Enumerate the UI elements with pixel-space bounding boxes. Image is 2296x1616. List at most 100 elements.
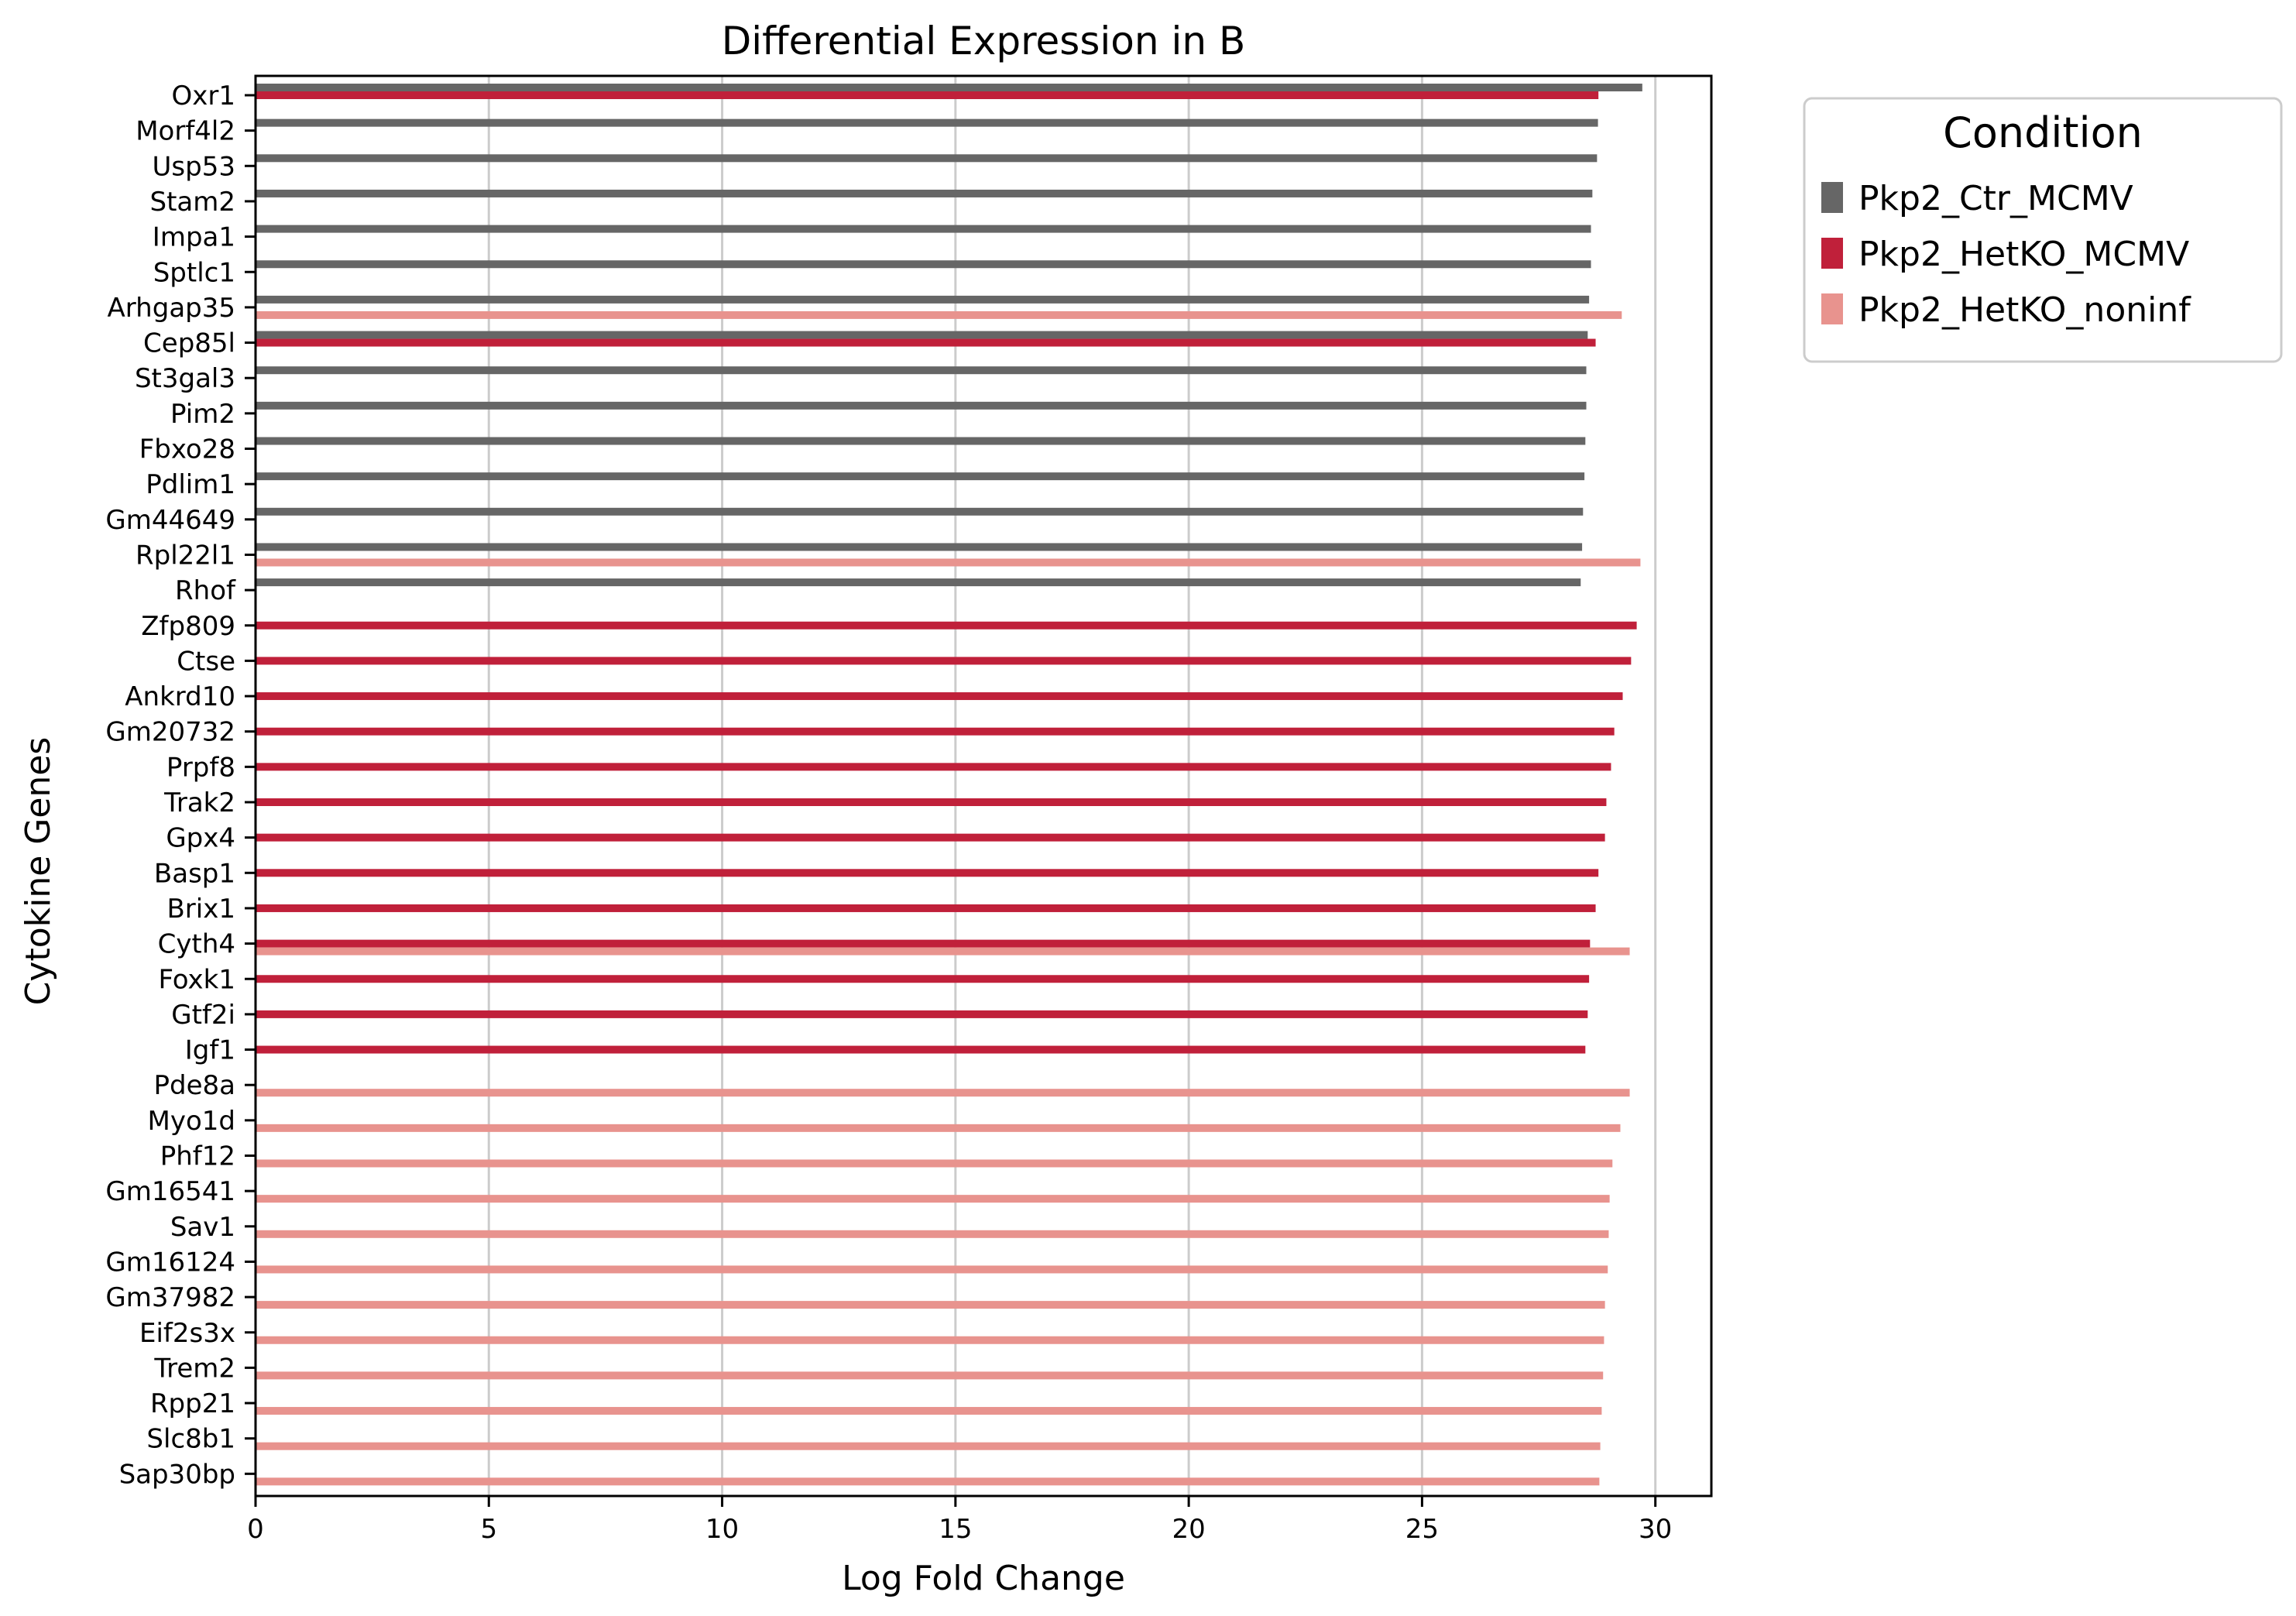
- plot-frame: [254, 74, 1713, 1498]
- bar: [256, 366, 1587, 375]
- bar: [256, 578, 1581, 587]
- bar: [256, 1265, 1608, 1274]
- bar: [256, 154, 1598, 163]
- y-tick-label: Sptlc1: [153, 257, 235, 288]
- y-tick-label: Basp1: [154, 858, 235, 889]
- y-tick-label: Rhof: [175, 575, 236, 606]
- legend-swatch: [1821, 238, 1843, 269]
- y-tick-label: Sav1: [170, 1212, 235, 1243]
- legend-swatch: [1821, 293, 1843, 324]
- y-tick-label: Cyth4: [158, 929, 235, 960]
- legend-swatch: [1821, 182, 1843, 213]
- bar: [256, 331, 1588, 339]
- bar: [256, 91, 1599, 99]
- bar: [256, 904, 1596, 912]
- bar: [256, 543, 1583, 551]
- bar: [256, 727, 1615, 736]
- bar: [256, 84, 1642, 91]
- y-tick-label: Ctse: [177, 646, 235, 677]
- y-tick-label: Cep85l: [143, 328, 235, 359]
- bar: [256, 833, 1605, 842]
- bar: [256, 1407, 1602, 1415]
- legend-label: Pkp2_HetKO_noninf: [1858, 290, 2191, 330]
- y-tick-label: Gm16124: [105, 1247, 235, 1278]
- y-tick-label: Slc8b1: [146, 1424, 235, 1455]
- legend-label: Pkp2_HetKO_MCMV: [1858, 235, 2189, 274]
- bar: [256, 763, 1611, 771]
- y-tick-label: Pdlim1: [146, 469, 235, 500]
- bar: [256, 225, 1591, 233]
- bar: [256, 657, 1632, 665]
- legend-items: Pkp2_Ctr_MCMV Pkp2_HetKO_MCMV Pkp2_HetKO_n…: [1821, 179, 2191, 330]
- bar: [256, 1124, 1621, 1132]
- y-tick-label: Ankrd10: [125, 681, 235, 712]
- x-tick-label: 15: [939, 1514, 972, 1545]
- y-tick-label: Gm16541: [105, 1176, 235, 1207]
- y-tick-label: Oxr1: [172, 81, 236, 112]
- y-tick-label: Phf12: [160, 1141, 235, 1172]
- y-tick-label: Rpp21: [150, 1388, 235, 1419]
- chart-title: Differential Expression in B: [722, 19, 1246, 63]
- y-tick-label: Gm20732: [105, 717, 235, 748]
- bar: [256, 1336, 1604, 1344]
- y-tick-label: Brix1: [166, 894, 235, 925]
- y-tick-label: Fbxo28: [139, 434, 235, 465]
- bar: [256, 1301, 1605, 1309]
- bar: [256, 311, 1622, 319]
- y-tick-label: Impa1: [153, 222, 235, 253]
- y-tick-label: Morf4l2: [136, 116, 235, 147]
- y-tick-label: Gtf2i: [171, 1000, 235, 1031]
- x-tick-label: 0: [247, 1514, 264, 1545]
- y-tick-label: Usp53: [153, 151, 235, 182]
- bar: [256, 507, 1584, 516]
- y-tick-label: Gpx4: [166, 823, 235, 854]
- y-tick-label: Rpl22l1: [136, 540, 235, 571]
- y-tick-label: Foxk1: [158, 964, 235, 995]
- x-tick-label: 25: [1405, 1514, 1439, 1545]
- bar: [256, 939, 1591, 948]
- y-tick-label: Arhgap35: [108, 293, 235, 324]
- y-tick-label: Myo1d: [148, 1106, 235, 1137]
- x-tick-label: 30: [1639, 1514, 1672, 1545]
- bar: [256, 1045, 1586, 1054]
- bars: [256, 84, 1642, 1486]
- y-tick-label: Eif2s3x: [139, 1318, 235, 1349]
- bar: [256, 472, 1585, 481]
- y-tick-label: Sap30bp: [119, 1459, 235, 1490]
- x-tick-label: 20: [1172, 1514, 1205, 1545]
- bar: [256, 260, 1591, 269]
- bar: [256, 1159, 1613, 1168]
- y-tick-label: Pim2: [170, 399, 235, 430]
- bar: [256, 338, 1596, 347]
- legend-title: Condition: [1943, 108, 2143, 157]
- bar: [256, 1230, 1609, 1238]
- bar: [256, 692, 1623, 701]
- bar: [256, 189, 1593, 197]
- bar: [256, 798, 1607, 806]
- y-axis-label: Cytokine Genes: [19, 737, 58, 1006]
- bar: [256, 118, 1598, 127]
- bar: [256, 869, 1599, 877]
- x-axis-label: Log Fold Change: [842, 1559, 1125, 1598]
- y-tick-label: Gm44649: [105, 505, 235, 536]
- grid-lines: [254, 76, 1657, 1496]
- y-tick-label: Pde8a: [154, 1070, 235, 1101]
- bar: [256, 1442, 1601, 1450]
- bar: [256, 401, 1587, 410]
- bar: [256, 1010, 1588, 1018]
- bar: [256, 1195, 1610, 1203]
- axes: 0 5 10 15 20 25 30 Oxr1 Morf4l2 Usp53 Stam2 Impa1 Sp…: [105, 74, 1713, 1545]
- y-tick-label: Prpf8: [166, 752, 235, 783]
- x-tick-label: 10: [705, 1514, 739, 1545]
- legend: Condition Pkp2_Ctr_MCMVPkp2_HetKO_MCMVPk…: [1803, 97, 2283, 363]
- y-tick-label: Zfp809: [141, 611, 235, 642]
- y-tick-label: Trem2: [153, 1353, 235, 1384]
- x-tick-label: 5: [480, 1514, 497, 1545]
- y-tick-label: St3gal3: [135, 363, 235, 394]
- legend-frame: [1803, 97, 2283, 363]
- bar: [256, 621, 1637, 630]
- bar: [256, 975, 1590, 983]
- y-tick-label: Trak2: [163, 787, 235, 818]
